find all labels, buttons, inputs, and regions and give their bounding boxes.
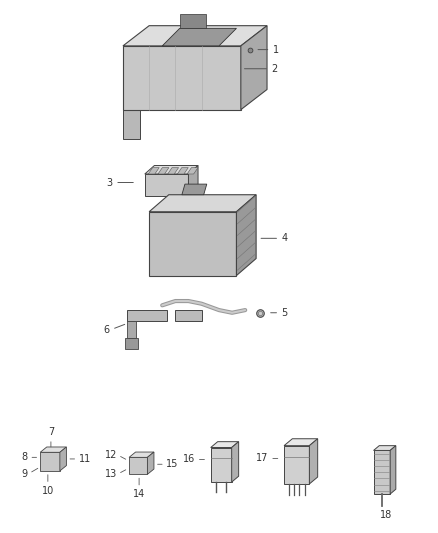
Polygon shape xyxy=(309,439,318,484)
Text: 10: 10 xyxy=(42,486,54,496)
Text: 3: 3 xyxy=(107,177,113,188)
Polygon shape xyxy=(127,310,166,321)
Polygon shape xyxy=(241,26,267,110)
Text: 17: 17 xyxy=(256,454,269,463)
Text: 4: 4 xyxy=(282,233,288,244)
Polygon shape xyxy=(390,446,396,494)
Polygon shape xyxy=(129,457,148,474)
Text: 16: 16 xyxy=(183,455,195,464)
Polygon shape xyxy=(125,338,138,349)
Text: 1: 1 xyxy=(273,45,279,54)
Text: 12: 12 xyxy=(104,450,117,459)
Polygon shape xyxy=(284,446,309,484)
Text: 11: 11 xyxy=(79,454,91,464)
Polygon shape xyxy=(158,167,169,174)
Polygon shape xyxy=(60,447,67,471)
Polygon shape xyxy=(149,195,256,212)
Text: 15: 15 xyxy=(166,459,179,469)
Text: 2: 2 xyxy=(272,64,278,74)
Polygon shape xyxy=(182,184,207,195)
Text: 18: 18 xyxy=(380,510,392,520)
Polygon shape xyxy=(187,167,198,174)
Polygon shape xyxy=(180,14,206,28)
Text: 13: 13 xyxy=(105,470,117,479)
Polygon shape xyxy=(374,446,396,450)
Text: 7: 7 xyxy=(48,427,54,438)
Text: 8: 8 xyxy=(22,453,28,462)
Text: 14: 14 xyxy=(133,489,145,499)
Polygon shape xyxy=(145,165,198,174)
Polygon shape xyxy=(148,167,159,174)
Polygon shape xyxy=(211,448,232,482)
Polygon shape xyxy=(168,167,179,174)
Polygon shape xyxy=(284,439,318,446)
Polygon shape xyxy=(177,167,188,174)
Polygon shape xyxy=(188,165,198,196)
Polygon shape xyxy=(129,452,154,457)
Polygon shape xyxy=(374,450,390,494)
Polygon shape xyxy=(40,453,60,471)
Polygon shape xyxy=(211,442,239,448)
Polygon shape xyxy=(145,174,188,196)
Text: 9: 9 xyxy=(22,470,28,479)
Text: 5: 5 xyxy=(282,308,288,318)
Polygon shape xyxy=(127,321,136,338)
Polygon shape xyxy=(162,28,237,46)
Polygon shape xyxy=(149,212,237,276)
Text: 6: 6 xyxy=(104,325,110,335)
Polygon shape xyxy=(123,46,241,110)
Polygon shape xyxy=(237,195,256,276)
Polygon shape xyxy=(123,26,267,46)
Polygon shape xyxy=(148,452,154,474)
Polygon shape xyxy=(232,442,239,482)
Polygon shape xyxy=(175,310,201,321)
Polygon shape xyxy=(123,110,141,139)
Polygon shape xyxy=(40,447,67,453)
